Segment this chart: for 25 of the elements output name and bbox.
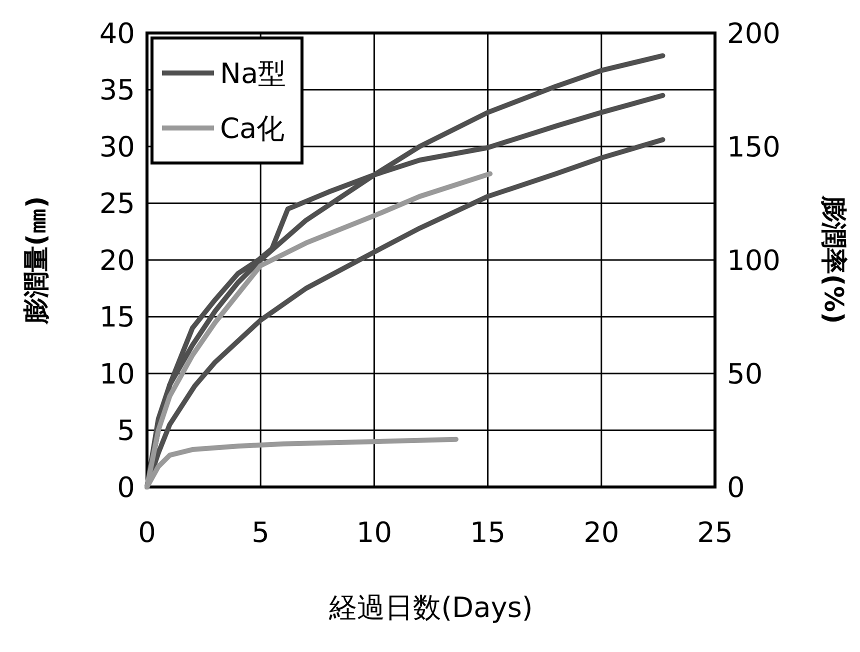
x-tick-label: 25 [697,516,733,549]
x-tick-label: 20 [584,516,620,549]
y2-tick-label: 0 [727,470,745,504]
y2-tick-label: 50 [727,357,763,390]
x-tick-label: 5 [252,516,270,549]
y2-axis-title: 膨潤率(%) [818,195,848,324]
y-tick-label: 0 [117,470,135,504]
y-axis-title: 膨潤量(㎜) [22,196,52,325]
y-tick-label: 30 [99,130,135,164]
legend-label: Na型 [220,56,286,90]
y-tick-label: 15 [99,300,135,334]
y-tick-label: 35 [99,74,135,107]
x-axis-title: 経過日数(Days) [328,591,533,624]
y-tick-label: 40 [99,16,135,50]
y-tick-label: 10 [99,357,135,390]
y2-tick-label: 100 [727,244,780,277]
y2-tick-label: 150 [727,130,780,164]
y-tick-label: 25 [99,187,135,220]
y-tick-label: 20 [99,244,135,277]
legend-label: Ca化 [220,112,285,145]
x-tick-label: 10 [356,516,392,549]
y-tick-label: 5 [117,414,135,448]
x-tick-label: 0 [138,516,156,549]
x-tick-label: 15 [470,516,506,549]
y2-tick-label: 200 [727,16,780,50]
